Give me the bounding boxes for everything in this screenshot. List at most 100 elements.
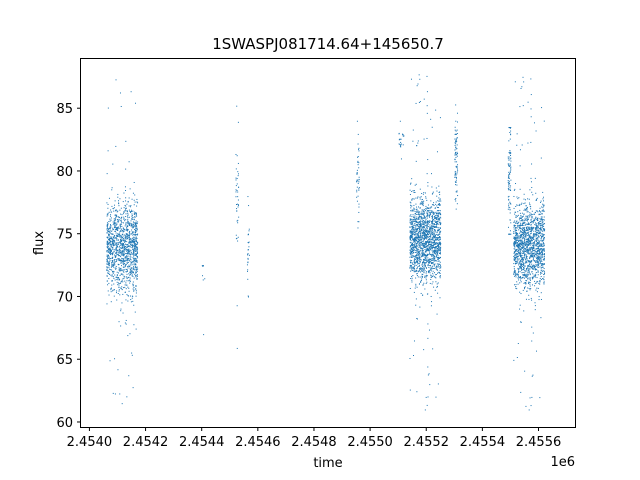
data-point [116,253,118,255]
data-point [439,239,441,241]
data-point [109,227,111,229]
data-point [410,234,412,236]
data-point [436,214,438,216]
data-point [526,217,528,219]
data-point [531,396,533,398]
data-point [435,268,437,270]
data-point [541,269,543,271]
data-point [455,133,457,135]
data-point [122,281,124,283]
data-point [439,199,441,201]
data-point [133,277,135,279]
data-point [121,239,122,241]
data-point [135,212,137,214]
data-point [119,236,121,238]
data-point [235,177,237,179]
data-point [124,204,126,206]
data-point [439,232,441,234]
data-point [535,282,537,284]
data-point [515,239,517,241]
data-point [521,223,523,225]
data-point [132,253,134,255]
data-point [435,256,437,258]
data-point [423,209,425,211]
data-point [428,241,430,243]
data-point [533,245,535,247]
data-point [534,177,536,179]
data-point [517,246,519,248]
data-point [524,240,526,242]
data-point [456,191,458,193]
data-point [429,384,431,386]
data-point [517,198,519,200]
data-point [536,263,538,265]
data-point [509,219,511,221]
data-point [455,140,457,142]
data-point [134,194,136,196]
data-point [134,216,136,218]
data-point [439,275,441,277]
data-point [248,241,250,243]
data-point [117,277,119,279]
data-point [529,283,531,285]
data-point [109,244,111,246]
data-point [523,222,525,224]
data-point [514,236,516,238]
data-point [530,108,532,110]
data-point [516,244,518,246]
data-point [123,245,125,247]
data-point [524,222,526,224]
data-point [116,244,118,246]
data-point [424,265,426,267]
data-point [421,216,423,218]
data-point [411,226,413,228]
data-point [528,239,530,241]
data-point [429,248,431,250]
data-point [428,221,430,223]
data-point [515,228,517,230]
data-point [122,227,124,229]
data-point [136,278,138,280]
data-point [527,271,529,273]
data-point [520,258,522,260]
data-point [116,245,118,247]
data-point [514,254,516,256]
data-point [539,256,541,258]
data-point [412,233,414,235]
data-point [516,227,518,229]
data-point [533,233,535,235]
data-point [509,172,511,174]
data-point [117,284,119,286]
data-point [519,212,521,214]
data-point [424,237,426,239]
data-point [118,228,120,230]
data-point [115,267,117,269]
data-point [507,177,509,179]
data-point [120,269,122,271]
data-point [423,252,425,254]
data-point [524,227,526,229]
data-point [539,255,541,257]
data-point [112,252,114,254]
data-point [429,220,431,222]
data-point [409,265,411,267]
data-point [540,292,542,294]
data-point [119,241,121,243]
data-point [425,241,427,243]
data-point [520,231,522,233]
data-point [123,271,125,273]
data-point [122,245,124,247]
data-point [120,262,122,264]
data-point [428,207,430,209]
data-point [237,236,239,238]
data-point [520,266,522,268]
data-point [417,232,419,234]
data-point [125,257,127,259]
data-point [415,247,417,249]
data-point [117,243,119,245]
data-point [357,221,359,223]
data-point [133,253,135,255]
data-point [523,255,525,257]
data-point [358,148,360,150]
data-point [247,261,249,263]
